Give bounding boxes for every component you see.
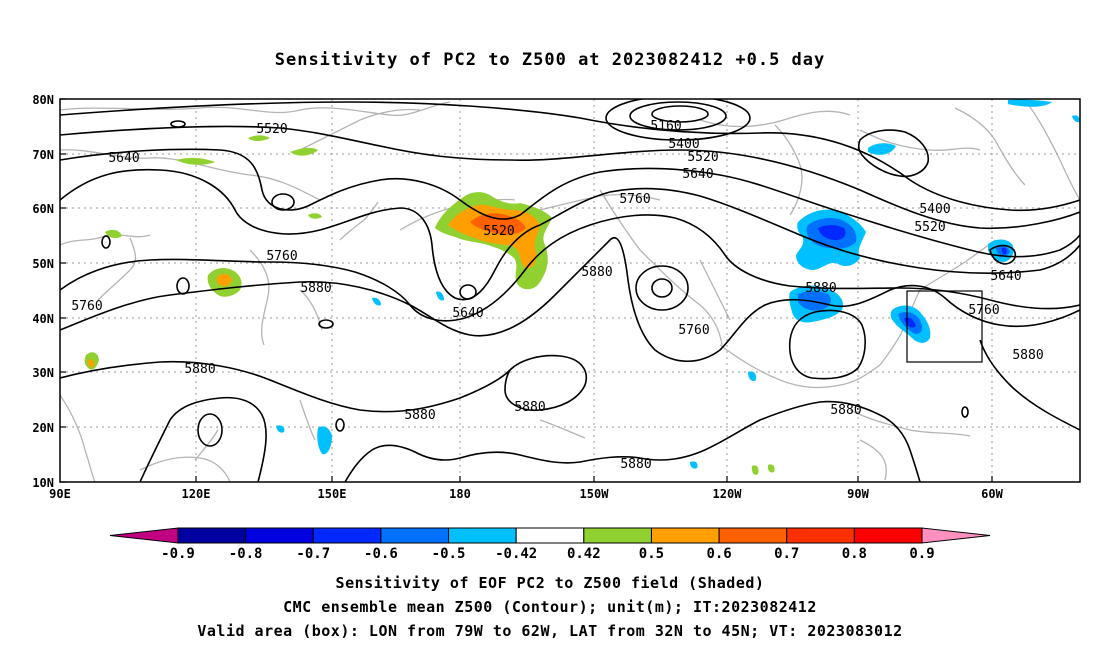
lat-label: 20N [32, 421, 54, 435]
colorbar-segment [786, 527, 855, 544]
lat-label: 50N [32, 257, 54, 271]
contour-label: 5640 [990, 269, 1021, 284]
colorbar-segment [515, 527, 585, 544]
caption-line-1: Sensitivity of EOF PC2 to Z500 field (Sh… [335, 574, 765, 592]
contour-label: 5880 [581, 265, 612, 280]
colorbar-label: 0.9 [909, 546, 934, 562]
colorbar-segment [853, 527, 923, 544]
lat-label: 30N [32, 366, 54, 380]
lon-label: 60W [981, 487, 1003, 501]
contour-label: 5880 [805, 281, 836, 296]
contour-label: 5520 [687, 150, 718, 165]
map-frame [59, 98, 1081, 483]
contour-label: 5880 [514, 400, 545, 415]
colorbar-label: -0.8 [229, 546, 263, 562]
negative-sensitivity-shading [276, 99, 1080, 469]
contour-label: 5760 [266, 249, 297, 264]
colorbar-label: 0.6 [706, 546, 731, 562]
lat-label: 10N [32, 476, 54, 490]
contour-label: 5760 [968, 303, 999, 318]
colorbar-label: -0.42 [495, 546, 537, 562]
colorbar-segment [380, 527, 450, 544]
contour-label: 5400 [668, 137, 699, 152]
colorbar-label: 0.8 [842, 546, 867, 562]
contour-label: 5880 [1012, 348, 1043, 363]
lon-label: 150E [318, 487, 347, 501]
z500-contours [60, 99, 1080, 482]
contour-label: 5760 [678, 323, 709, 338]
contour-label: 5880 [404, 408, 435, 423]
longitude-labels: 90E 120E 150E 180 150W 120W 90W 60W [49, 487, 1003, 501]
lon-label: 90W [847, 487, 869, 501]
contour-label: 5640 [682, 167, 713, 182]
contour-label: 5520 [256, 122, 287, 137]
colorbar-label: 0.5 [639, 546, 664, 562]
lon-label: 90E [49, 487, 71, 501]
axis-ticks [60, 98, 993, 483]
contour-label: 5760 [619, 192, 650, 207]
colorbar-label: -0.6 [364, 546, 398, 562]
gridlines [60, 99, 1080, 482]
contour-label: 5880 [184, 362, 215, 377]
lon-label: 150W [580, 487, 610, 501]
valid-area-box [906, 290, 983, 363]
contour-label: 5640 [108, 151, 139, 166]
colorbar-segment [448, 527, 517, 544]
colorbar-label: -0.5 [432, 546, 466, 562]
colorbar-segment [650, 527, 720, 544]
colorbar-segment [312, 527, 382, 544]
colorbar-high-extend [921, 527, 991, 544]
lat-label: 70N [32, 148, 54, 162]
colorbar-segment [583, 527, 652, 544]
contour-label: 5880 [300, 281, 331, 296]
contour-label: 5880 [830, 403, 861, 418]
contour-label: 5520 [483, 224, 514, 239]
contour-label: 5880 [620, 457, 651, 472]
lon-label: 120W [713, 487, 743, 501]
contour-label: 5160 [650, 119, 681, 134]
lon-label: 180 [449, 487, 471, 501]
contour-label: 5640 [452, 306, 483, 321]
contour-label: 5400 [919, 202, 950, 217]
colorbar-label: 0.42 [567, 546, 601, 562]
lat-label: 40N [32, 312, 54, 326]
colorbar-segment [177, 527, 247, 544]
contour-label: 5760 [71, 299, 102, 314]
colorbar-label: 0.7 [774, 546, 799, 562]
chart-title: Sensitivity of PC2 to Z500 at 2023082412… [274, 50, 826, 70]
lat-label: 80N [32, 93, 54, 107]
lat-label: 60N [32, 202, 54, 216]
contour-label: 5520 [914, 220, 945, 235]
caption-line-3: Valid area (box): LON from 79W to 62W, L… [197, 622, 903, 640]
colorbar-label: -0.7 [296, 546, 330, 562]
lon-label: 120E [182, 487, 211, 501]
latitude-labels: 80N 70N 60N 50N 40N 30N 20N 10N [32, 93, 54, 490]
caption-line-2: CMC ensemble mean Z500 (Contour); unit(m… [283, 598, 817, 616]
positive-sensitivity-shading [84, 135, 775, 475]
colorbar-segment [718, 527, 788, 544]
contour-labels: 5160 5400 5520 5520 5640 5640 5760 5760 … [71, 119, 1043, 472]
colorbar-low-extend [109, 527, 179, 544]
colorbar-segment [245, 527, 314, 544]
colorbar-label: -0.9 [161, 546, 195, 562]
colorbar: -0.9 -0.8 -0.7 -0.6 -0.5 -0.42 0.42 0.5 0.6 0.7 0.… [109, 527, 991, 562]
